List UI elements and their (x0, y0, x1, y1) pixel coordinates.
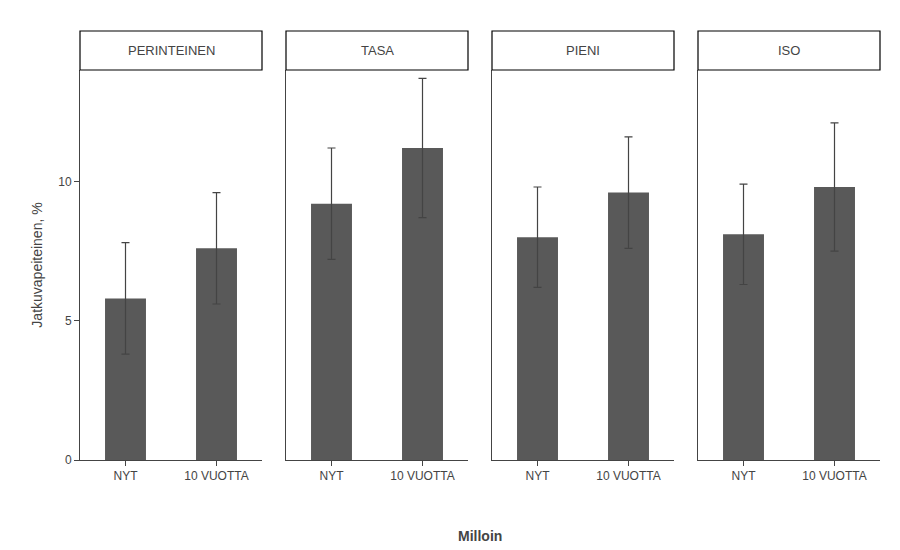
svg-text:PERINTEINEN: PERINTEINEN (128, 43, 215, 58)
svg-text:10 VUOTTA: 10 VUOTTA (390, 469, 454, 483)
svg-text:TASA: TASA (361, 43, 394, 58)
svg-text:Jatkuvapeiteinen, %: Jatkuvapeiteinen, % (29, 202, 45, 327)
svg-text:10: 10 (58, 175, 72, 189)
svg-text:5: 5 (65, 314, 72, 328)
svg-text:NYT: NYT (732, 469, 757, 483)
svg-text:10 VUOTTA: 10 VUOTTA (596, 469, 660, 483)
svg-text:ISO: ISO (778, 43, 800, 58)
svg-text:NYT: NYT (320, 469, 345, 483)
svg-text:NYT: NYT (526, 469, 551, 483)
svg-text:0: 0 (65, 453, 72, 467)
svg-text:PIENI: PIENI (566, 43, 600, 58)
svg-text:10 VUOTTA: 10 VUOTTA (802, 469, 866, 483)
svg-text:10 VUOTTA: 10 VUOTTA (184, 469, 248, 483)
svg-text:Milloin: Milloin (458, 528, 502, 544)
svg-text:NYT: NYT (114, 469, 139, 483)
